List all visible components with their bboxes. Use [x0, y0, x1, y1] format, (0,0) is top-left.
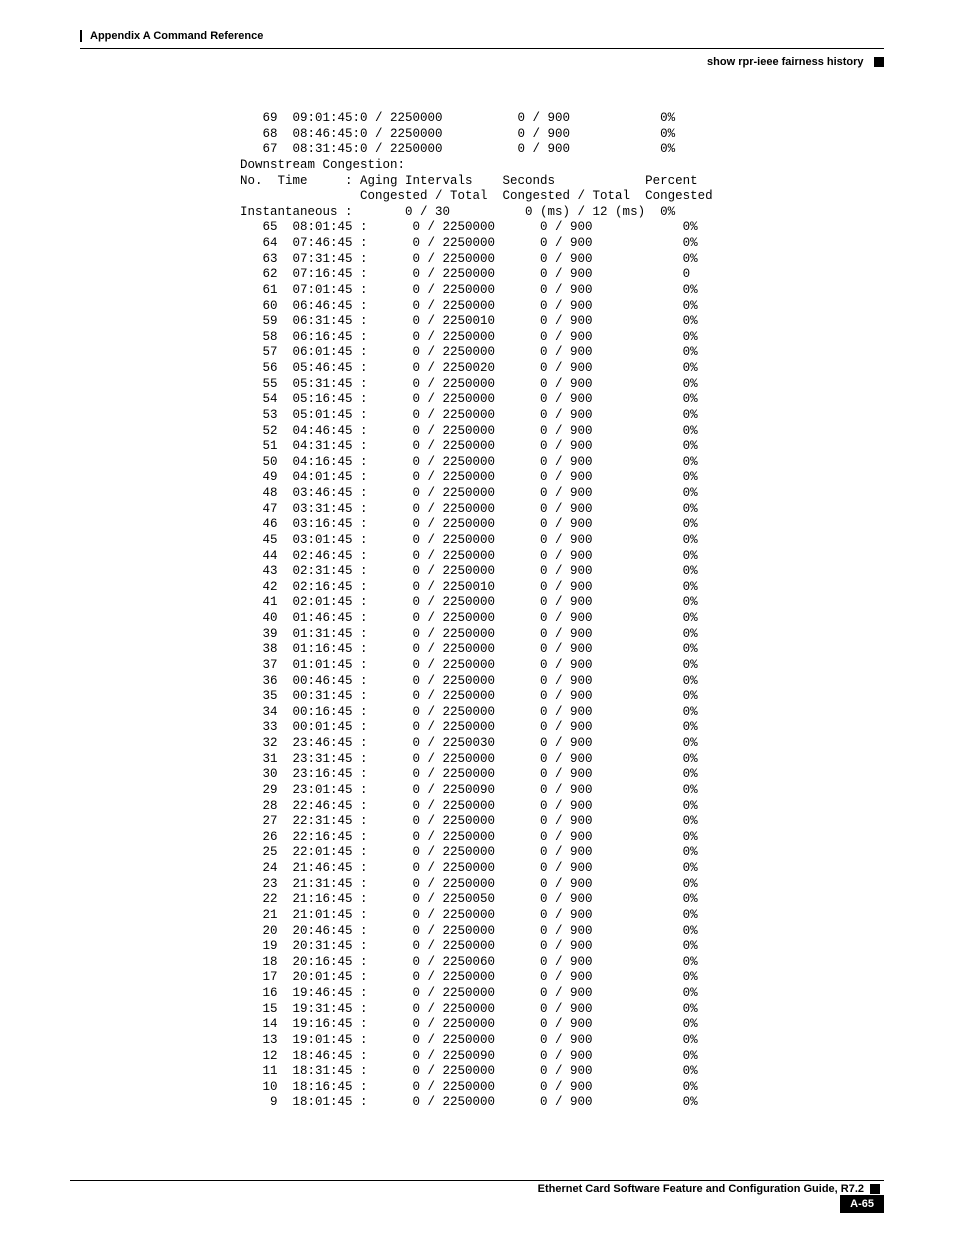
terminal-output: 69 09:01:45:0 / 2250000 0 / 900 0% 68 08… — [240, 111, 884, 1111]
square-icon — [870, 1184, 880, 1194]
section-title: show rpr-ieee fairness history — [707, 56, 864, 68]
page-footer: Ethernet Card Software Feature and Confi… — [70, 1180, 884, 1213]
footer-guide-title: Ethernet Card Software Feature and Confi… — [538, 1183, 864, 1195]
square-icon — [874, 57, 884, 67]
appendix-title: Appendix A Command Reference — [90, 30, 884, 42]
header-rule — [80, 48, 884, 49]
page-number-badge: A-65 — [840, 1195, 884, 1213]
